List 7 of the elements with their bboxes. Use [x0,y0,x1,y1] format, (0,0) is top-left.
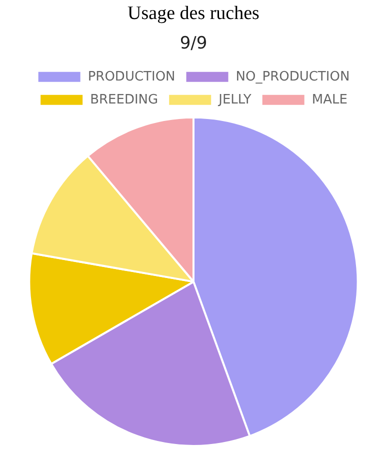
legend-label: BREEDING [90,92,158,108]
legend-label: PRODUCTION [88,69,176,84]
chart-title: Usage des ruches [126,2,260,26]
legend-label: NO_PRODUCTION [236,69,350,84]
chart-subtitle: 9/9 [180,34,208,54]
legend-label: JELLY [218,92,252,108]
legend-label: MALE [312,92,348,108]
